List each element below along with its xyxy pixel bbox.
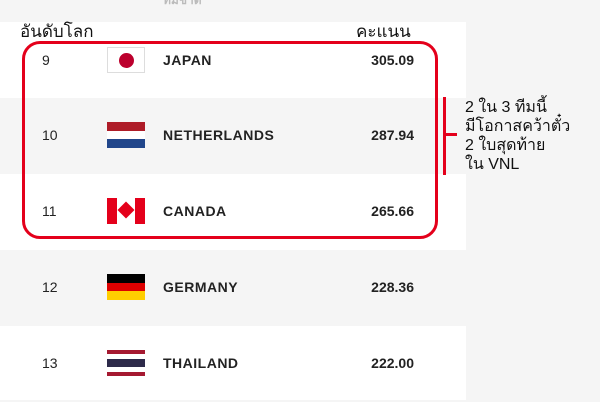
annotation-line: มีโอกาสคว้าตั๋ว [465, 118, 571, 135]
table-row[interactable]: 12 GERMANY 228.36 [0, 250, 466, 326]
score-header: คะแนน [356, 22, 411, 41]
score: 287.94 [371, 127, 414, 143]
germany-flag-icon [107, 274, 145, 300]
rank: 9 [42, 52, 50, 68]
country-name: THAILAND [163, 355, 239, 371]
cut-off-heading: ทีมชาติ [163, 0, 202, 7]
table-row[interactable]: 13 THAILAND 222.00 [0, 326, 466, 402]
netherlands-flag-icon [107, 122, 145, 148]
score: 265.66 [371, 203, 414, 219]
country-name: GERMANY [163, 279, 239, 295]
annotation-line: 2 ใบสุดท้าย [465, 137, 546, 154]
thailand-flag-icon [107, 350, 145, 376]
country-name: CANADA [163, 203, 227, 219]
rank-header: อันดับโลก [20, 22, 94, 41]
annotation-line: 2 ใน 3 ทีมนี้ [465, 99, 547, 116]
score: 222.00 [371, 355, 414, 371]
rank: 13 [42, 355, 58, 371]
country-name: JAPAN [163, 52, 212, 68]
annotation-line: ใน VNL [465, 156, 520, 173]
table-row[interactable]: 9 JAPAN 305.09 [0, 22, 466, 98]
ranking-table: อันดับโลก คะแนน 9 JAPAN 305.09 10 NETHER… [0, 22, 466, 400]
rank: 10 [42, 127, 58, 143]
japan-flag-icon [107, 47, 145, 73]
bracket-tick [443, 133, 457, 136]
annotation-text: 2 ใน 3 ทีมนี้ มีโอกาสคว้าตั๋ว 2 ใบสุดท้า… [465, 98, 570, 174]
rank: 12 [42, 279, 58, 295]
bracket-line [443, 97, 446, 175]
table-row[interactable]: 10 NETHERLANDS 287.94 [0, 98, 466, 174]
table-row[interactable]: 11 CANADA 265.66 [0, 174, 466, 250]
score: 305.09 [371, 52, 414, 68]
country-name: NETHERLANDS [163, 127, 275, 143]
score: 228.36 [371, 279, 414, 295]
highlight-box [22, 41, 438, 239]
canada-flag-icon [107, 198, 145, 224]
rank: 11 [42, 203, 57, 219]
top-strip: ทีมชาติ [0, 0, 600, 22]
